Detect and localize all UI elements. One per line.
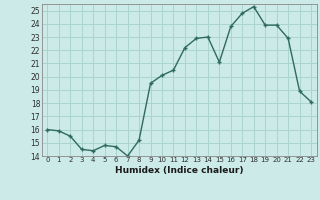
X-axis label: Humidex (Indice chaleur): Humidex (Indice chaleur) [115,166,244,175]
